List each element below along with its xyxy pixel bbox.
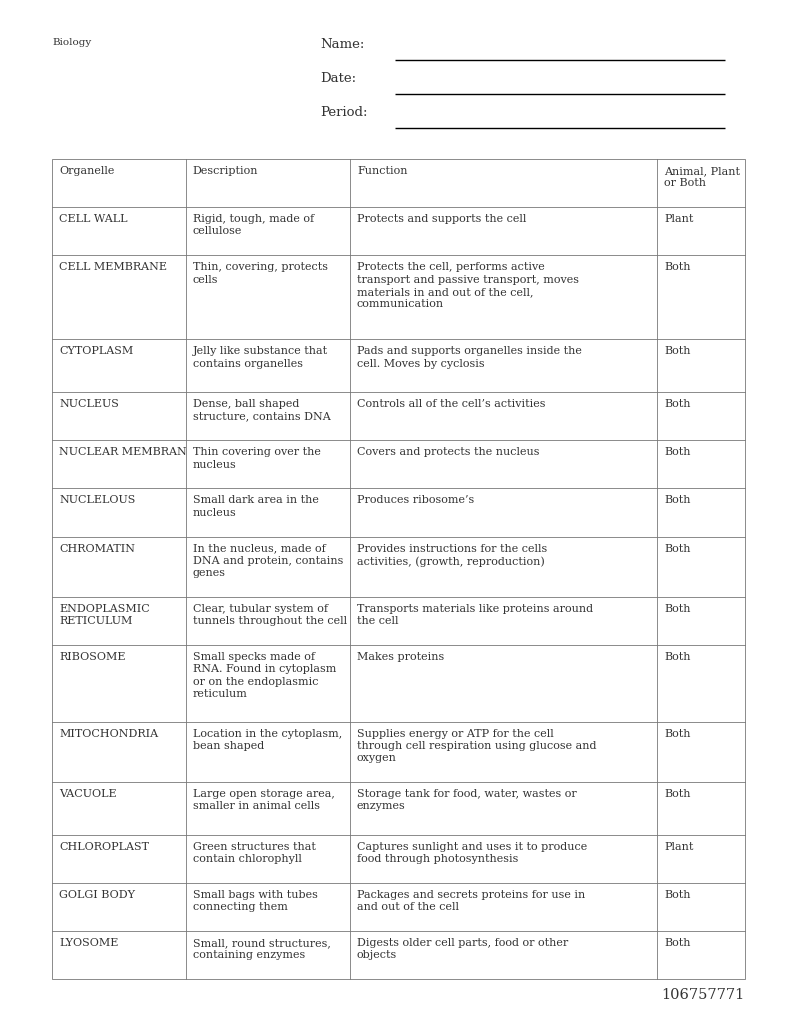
- Text: CYTOPLASM: CYTOPLASM: [59, 346, 133, 356]
- Text: CHROMATIN: CHROMATIN: [59, 544, 135, 554]
- Text: Captures sunlight and uses it to produce
food through photosynthesis: Captures sunlight and uses it to produce…: [357, 842, 587, 864]
- Text: VACUOLE: VACUOLE: [59, 788, 116, 799]
- Text: Function: Function: [357, 166, 407, 176]
- Text: Clear, tubular system of
tunnels throughout the cell: Clear, tubular system of tunnels through…: [193, 604, 347, 626]
- Text: 106757771: 106757771: [662, 988, 745, 1002]
- Text: Organelle: Organelle: [59, 166, 115, 176]
- Text: Both: Both: [664, 788, 691, 799]
- Text: Dense, ball shaped
structure, contains DNA: Dense, ball shaped structure, contains D…: [193, 399, 331, 422]
- Text: Provides instructions for the cells
activities, (growth, reproduction): Provides instructions for the cells acti…: [357, 544, 547, 566]
- Text: Both: Both: [664, 346, 691, 356]
- Text: Thin covering over the
nucleus: Thin covering over the nucleus: [193, 447, 320, 470]
- Text: CELL MEMBRANE: CELL MEMBRANE: [59, 262, 167, 272]
- Text: Large open storage area,
smaller in animal cells: Large open storage area, smaller in anim…: [193, 788, 335, 811]
- Text: Both: Both: [664, 729, 691, 738]
- Text: Both: Both: [664, 447, 691, 458]
- Text: Description: Description: [193, 166, 258, 176]
- Text: Pads and supports organelles inside the
cell. Moves by cyclosis: Pads and supports organelles inside the …: [357, 346, 582, 369]
- Bar: [52, 159, 745, 979]
- Text: MITOCHONDRIA: MITOCHONDRIA: [59, 729, 158, 738]
- Text: Controls all of the cell’s activities: Controls all of the cell’s activities: [357, 399, 546, 410]
- Text: Animal, Plant
or Both: Animal, Plant or Both: [664, 166, 740, 188]
- Text: Biology: Biology: [52, 38, 91, 47]
- Text: Transports materials like proteins around
the cell: Transports materials like proteins aroun…: [357, 604, 593, 626]
- Text: Covers and protects the nucleus: Covers and protects the nucleus: [357, 447, 539, 458]
- Text: Date:: Date:: [320, 72, 356, 85]
- Text: Name:: Name:: [320, 38, 365, 51]
- Text: Protects and supports the cell: Protects and supports the cell: [357, 214, 526, 224]
- Text: Both: Both: [664, 544, 691, 554]
- Text: Small bags with tubes
connecting them: Small bags with tubes connecting them: [193, 890, 318, 912]
- Text: Period:: Period:: [320, 106, 368, 119]
- Text: Produces ribosome’s: Produces ribosome’s: [357, 496, 475, 506]
- Text: Plant: Plant: [664, 842, 694, 852]
- Text: Both: Both: [664, 651, 691, 662]
- Text: NUCLEAR MEMBRANE: NUCLEAR MEMBRANE: [59, 447, 195, 458]
- Text: Location in the cytoplasm,
bean shaped: Location in the cytoplasm, bean shaped: [193, 729, 342, 751]
- Text: Green structures that
contain chlorophyll: Green structures that contain chlorophyl…: [193, 842, 316, 864]
- Text: Thin, covering, protects
cells: Thin, covering, protects cells: [193, 262, 327, 285]
- Text: Both: Both: [664, 399, 691, 410]
- Text: Supplies energy or ATP for the cell
through cell respiration using glucose and
o: Supplies energy or ATP for the cell thro…: [357, 729, 596, 764]
- Text: Packages and secrets proteins for use in
and out of the cell: Packages and secrets proteins for use in…: [357, 890, 585, 912]
- Text: Makes proteins: Makes proteins: [357, 651, 445, 662]
- Text: Plant: Plant: [664, 214, 694, 224]
- Text: Both: Both: [664, 938, 691, 948]
- Text: Both: Both: [664, 262, 691, 272]
- Text: Small dark area in the
nucleus: Small dark area in the nucleus: [193, 496, 319, 518]
- Text: Small specks made of
RNA. Found in cytoplasm
or on the endoplasmic
reticulum: Small specks made of RNA. Found in cytop…: [193, 651, 336, 699]
- Text: Storage tank for food, water, wastes or
enzymes: Storage tank for food, water, wastes or …: [357, 788, 577, 811]
- Text: In the nucleus, made of
DNA and protein, contains
genes: In the nucleus, made of DNA and protein,…: [193, 544, 343, 579]
- Text: CELL WALL: CELL WALL: [59, 214, 127, 224]
- Text: Jelly like substance that
contains organelles: Jelly like substance that contains organ…: [193, 346, 328, 369]
- Text: ENDOPLASMIC
RETICULUM: ENDOPLASMIC RETICULUM: [59, 604, 149, 626]
- Text: RIBOSOME: RIBOSOME: [59, 651, 126, 662]
- Text: LYOSOME: LYOSOME: [59, 938, 119, 948]
- Text: Digests older cell parts, food or other
objects: Digests older cell parts, food or other …: [357, 938, 568, 961]
- Text: NUCLEUS: NUCLEUS: [59, 399, 119, 410]
- Text: Rigid, tough, made of
cellulose: Rigid, tough, made of cellulose: [193, 214, 314, 237]
- Text: CHLOROPLAST: CHLOROPLAST: [59, 842, 149, 852]
- Text: Both: Both: [664, 496, 691, 506]
- Text: GOLGI BODY: GOLGI BODY: [59, 890, 135, 900]
- Text: Small, round structures,
containing enzymes: Small, round structures, containing enzy…: [193, 938, 331, 961]
- Text: Both: Both: [664, 604, 691, 613]
- Text: Both: Both: [664, 890, 691, 900]
- Text: Protects the cell, performs active
transport and passive transport, moves
materi: Protects the cell, performs active trans…: [357, 262, 579, 309]
- Text: NUCLELOUS: NUCLELOUS: [59, 496, 135, 506]
